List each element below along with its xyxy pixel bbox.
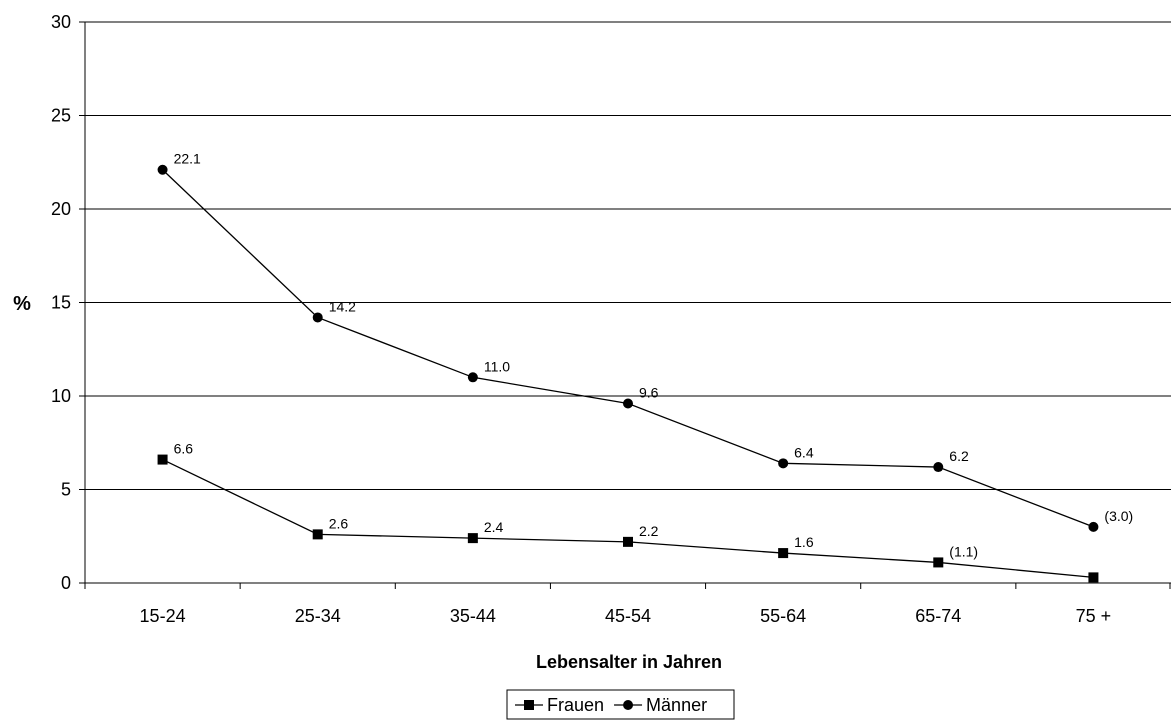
x-tick-label: 35-44 [450, 606, 496, 626]
data-point-circle [778, 458, 789, 469]
series-line-männer [162, 169, 1094, 528]
data-point-square [467, 533, 478, 544]
data-label: 2.6 [329, 515, 349, 531]
axes [79, 21, 1171, 589]
legend-marker-square [524, 700, 534, 710]
data-label: 2.4 [484, 519, 504, 535]
y-tick-label: 0 [61, 573, 71, 593]
y-tick-label: 5 [61, 480, 71, 500]
gridlines [85, 21, 1171, 490]
data-point-square [933, 557, 944, 568]
legend-label-männer: Männer [646, 695, 707, 715]
data-label: 2.2 [639, 523, 659, 539]
series-group [157, 164, 1099, 583]
y-axis-label: % [13, 293, 31, 315]
y-tick-label: 15 [51, 293, 71, 313]
data-label: (1.1) [949, 543, 978, 559]
data-point-circle [157, 164, 168, 175]
data-point-circle [623, 398, 633, 409]
data-label: 11.0 [484, 358, 510, 374]
data-point-square [157, 454, 168, 465]
data-label: 6.4 [794, 444, 814, 460]
y-tick-labels: 0 5 10 15 20 25 30 [51, 12, 71, 593]
x-axis-label: Lebensalter in Jahren [536, 652, 722, 672]
data-label: 22.1 [174, 151, 201, 167]
x-tick-label: 75 + [1076, 606, 1112, 626]
x-tick-labels: 15-24 25-34 35-44 45-54 55-64 65-74 75 + [140, 606, 1112, 626]
series-line-frauen [162, 458, 1094, 579]
x-tick-label: 65-74 [915, 606, 961, 626]
data-label: 6.2 [949, 448, 969, 464]
data-labels: 6.6 2.6 2.4 2.2 1.6 (1.1) 22.1 14.2 11.0 9.6 6.4 6.… [174, 151, 1134, 560]
data-point-circle [312, 312, 323, 323]
x-tick-label: 45-54 [605, 606, 651, 626]
data-label: 1.6 [794, 534, 814, 550]
data-point-circle [467, 372, 478, 383]
legend-label-frauen: Frauen [547, 695, 604, 715]
y-tick-label: 20 [51, 199, 71, 219]
y-tick-label: 25 [51, 106, 71, 126]
data-point-square [1088, 572, 1099, 583]
data-point-square [623, 536, 633, 547]
data-point-square [778, 548, 789, 559]
legend: Frauen Männer [506, 689, 735, 720]
y-tick-label: 10 [51, 386, 71, 406]
x-tick-label: 55-64 [760, 606, 806, 626]
x-tick-label: 15-24 [140, 606, 186, 626]
data-point-circle [933, 462, 944, 473]
legend-marker-circle [623, 700, 634, 710]
data-label: 6.6 [174, 441, 194, 457]
data-point-circle [1088, 521, 1099, 532]
y-tick-label: 30 [51, 12, 71, 32]
x-tick-label: 25-34 [295, 606, 341, 626]
data-label: 14.2 [329, 298, 356, 314]
data-label: (3.0) [1104, 508, 1133, 524]
data-label: 9.6 [639, 384, 659, 400]
data-point-square [312, 529, 323, 540]
